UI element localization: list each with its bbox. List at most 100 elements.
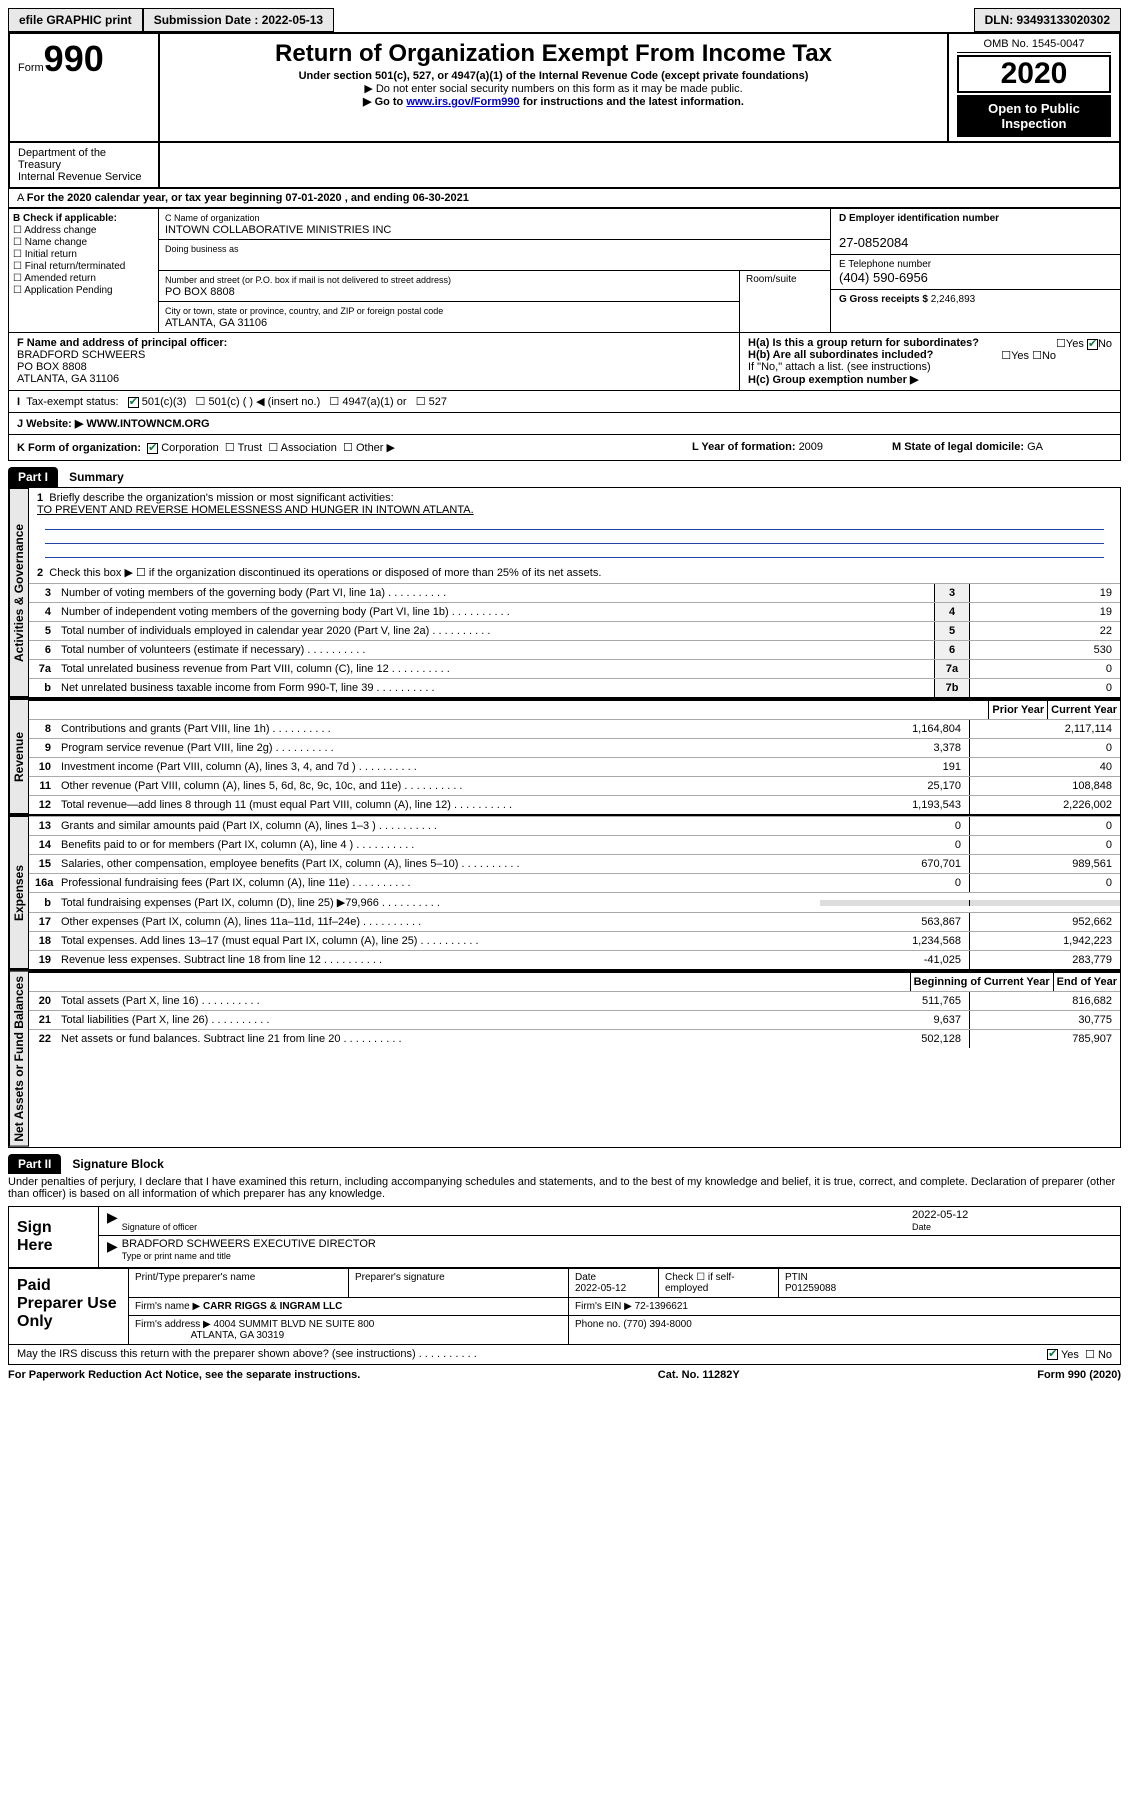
section-revenue: Revenue Prior YearCurrent Year 8Contribu… [8, 698, 1121, 815]
year-formation: 2009 [799, 441, 823, 453]
omb-number: OMB No. 1545-0047 [957, 38, 1111, 53]
discuss-yes-chk [1047, 1349, 1058, 1360]
table-row: 17Other expenses (Part IX, column (A), l… [29, 912, 1120, 931]
box-b-hdr: B Check if applicable: [13, 213, 117, 224]
website: WWW.INTOWNCM.ORG [83, 418, 209, 430]
part1-title: Summary [69, 470, 124, 484]
side-revenue: Revenue [9, 699, 29, 814]
firm-name: CARR RIGGS & INGRAM LLC [203, 1301, 342, 1312]
section-expenses: Expenses 13Grants and similar amounts pa… [8, 815, 1121, 970]
footer-right: Form 990 (2020) [1037, 1369, 1121, 1381]
box-b: B Check if applicable: ☐ Address change … [9, 209, 159, 332]
chk-501c3 [128, 397, 139, 408]
city-label: City or town, state or province, country… [165, 306, 443, 316]
public-inspection-badge: Open to Public Inspection [957, 95, 1111, 137]
chk-name[interactable]: ☐ Name change [13, 237, 154, 248]
table-row: 13Grants and similar amounts paid (Part … [29, 816, 1120, 835]
side-expenses: Expenses [9, 816, 29, 969]
table-row: 18Total expenses. Add lines 13–17 (must … [29, 931, 1120, 950]
chk-amended[interactable]: ☐ Amended return [13, 273, 154, 284]
tax-year: 2020 [957, 55, 1111, 93]
preparer-hdr: Paid Preparer Use Only [9, 1269, 129, 1344]
part2-hdr: Part II [8, 1154, 61, 1174]
row-k: K Form of organization: Corporation ☐ Tr… [8, 435, 1121, 461]
summary-row: 4Number of independent voting members of… [29, 602, 1120, 621]
table-row: 15Salaries, other compensation, employee… [29, 854, 1120, 873]
table-row: 16aProfessional fundraising fees (Part I… [29, 873, 1120, 892]
header-right: OMB No. 1545-0047 2020 Open to Public In… [949, 34, 1119, 141]
dln: DLN: 93493133020302 [974, 8, 1121, 32]
firm-addr2: ATLANTA, GA 30319 [191, 1330, 285, 1341]
topbar: efile GRAPHIC print Submission Date : 20… [8, 8, 1121, 32]
instr-spacer [160, 143, 1119, 187]
summary-row: 3Number of voting members of the governi… [29, 583, 1120, 602]
officer-label: F Name and address of principal officer: [17, 337, 227, 349]
ein-label: D Employer identification number [839, 213, 999, 224]
form-note2: ▶ Go to www.irs.gov/Form990 for instruct… [168, 95, 939, 108]
form-title: Return of Organization Exempt From Incom… [168, 40, 939, 68]
form-number-box: Form990 [10, 34, 160, 141]
ein: 27-0852084 [839, 235, 908, 250]
table-row: 9Program service revenue (Part VIII, lin… [29, 738, 1120, 757]
declaration: Under penalties of perjury, I declare th… [8, 1174, 1121, 1202]
table-row: 20Total assets (Part X, line 16)511,7658… [29, 991, 1120, 1010]
box-c: C Name of organizationINTOWN COLLABORATI… [159, 209, 830, 332]
box-f: F Name and address of principal officer:… [9, 333, 740, 390]
dept-row: Department of the Treasury Internal Reve… [8, 143, 1121, 188]
street-label: Number and street (or P.O. box if mail i… [165, 275, 451, 285]
firm-addr1: 4004 SUMMIT BLVD NE SUITE 800 [214, 1319, 375, 1330]
table-row: 21Total liabilities (Part X, line 26)9,6… [29, 1010, 1120, 1029]
table-row: 19Revenue less expenses. Subtract line 1… [29, 950, 1120, 969]
chk-address[interactable]: ☐ Address change [13, 225, 154, 236]
summary-row: 7aTotal unrelated business revenue from … [29, 659, 1120, 678]
form-prefix: Form [18, 62, 44, 74]
part1-hdr: Part I [8, 467, 58, 487]
chk-corp [147, 443, 158, 454]
firm-phone: (770) 394-8000 [623, 1319, 691, 1330]
efile-label: efile GRAPHIC print [8, 8, 143, 32]
suite-label: Room/suite [740, 271, 830, 332]
footer-left: For Paperwork Reduction Act Notice, see … [8, 1369, 360, 1381]
chk-initial[interactable]: ☐ Initial return [13, 249, 154, 260]
form-subtitle: Under section 501(c), 527, or 4947(a)(1)… [168, 70, 939, 82]
table-row: 8Contributions and grants (Part VIII, li… [29, 719, 1120, 738]
form-note1: ▶ Do not enter social security numbers o… [168, 82, 939, 95]
chk-final[interactable]: ☐ Final return/terminated [13, 261, 154, 272]
chk-pending[interactable]: ☐ Application Pending [13, 285, 154, 296]
part2-wrap: Part II Signature Block [8, 1154, 1121, 1174]
row-j: J Website: ▶ WWW.INTOWNCM.ORG [8, 413, 1121, 435]
table-row: 22Net assets or fund balances. Subtract … [29, 1029, 1120, 1048]
city: ATLANTA, GA 31106 [165, 317, 267, 329]
ptin: P01259088 [785, 1283, 836, 1294]
header-title-box: Return of Organization Exempt From Incom… [160, 34, 949, 141]
part2-title: Signature Block [72, 1157, 163, 1171]
gross-label: G Gross receipts $ [839, 294, 931, 305]
officer-name: BRADFORD SCHWEERS [17, 349, 145, 361]
section-governance: Activities & Governance 1 Briefly descri… [8, 487, 1121, 698]
mission-text: TO PREVENT AND REVERSE HOMELESSNESS AND … [37, 504, 474, 516]
officer-addr1: PO BOX 8808 [17, 361, 87, 373]
firm-ein: 72-1396621 [635, 1301, 688, 1312]
sign-block: Sign Here Signature of officer2022-05-12… [8, 1206, 1121, 1268]
section-netassets: Net Assets or Fund Balances Beginning of… [8, 970, 1121, 1148]
summary-row: bNet unrelated business taxable income f… [29, 678, 1120, 697]
summary-row: 5Total number of individuals employed in… [29, 621, 1120, 640]
part1-wrap: Part I Summary [8, 467, 1121, 487]
dba-label: Doing business as [165, 244, 239, 254]
submission-date: Submission Date : 2022-05-13 [143, 8, 334, 32]
form-number: 990 [44, 38, 104, 79]
officer-addr2: ATLANTA, GA 31106 [17, 373, 119, 385]
form990-link[interactable]: www.irs.gov/Form990 [406, 96, 519, 108]
side-governance: Activities & Governance [9, 488, 29, 697]
table-row: bTotal fundraising expenses (Part IX, co… [29, 892, 1120, 912]
ha-no-chk [1087, 339, 1098, 350]
org-name-label: C Name of organization [165, 213, 260, 223]
footer: For Paperwork Reduction Act Notice, see … [8, 1369, 1121, 1381]
row-fh: F Name and address of principal officer:… [8, 333, 1121, 391]
side-netassets: Net Assets or Fund Balances [9, 971, 29, 1147]
table-row: 12Total revenue—add lines 8 through 11 (… [29, 795, 1120, 814]
discuss-row: May the IRS discuss this return with the… [8, 1345, 1121, 1365]
table-row: 11Other revenue (Part VIII, column (A), … [29, 776, 1120, 795]
summary-row: 6Total number of volunteers (estimate if… [29, 640, 1120, 659]
signer-name: BRADFORD SCHWEERS EXECUTIVE DIRECTOR [122, 1238, 376, 1250]
